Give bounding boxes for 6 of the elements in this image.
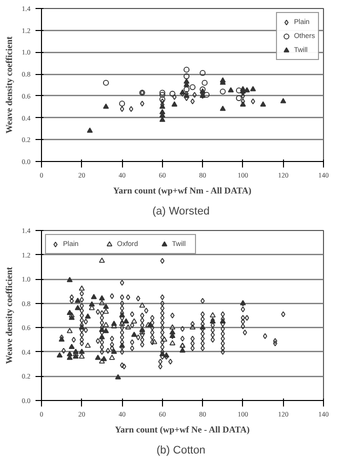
y-axis-title: Weave density coefficient [4,267,14,364]
x-axis-title: Yarn count (wp+wf Nm - All DATA) [113,186,252,196]
x-axis-title: Yarn count (wp+wf Ne - All DATA) [114,424,250,434]
text: (b) Cotton [156,444,206,456]
y-axis-title: Weave density coefficient [4,36,14,134]
text: (a) Worsted [152,206,210,218]
